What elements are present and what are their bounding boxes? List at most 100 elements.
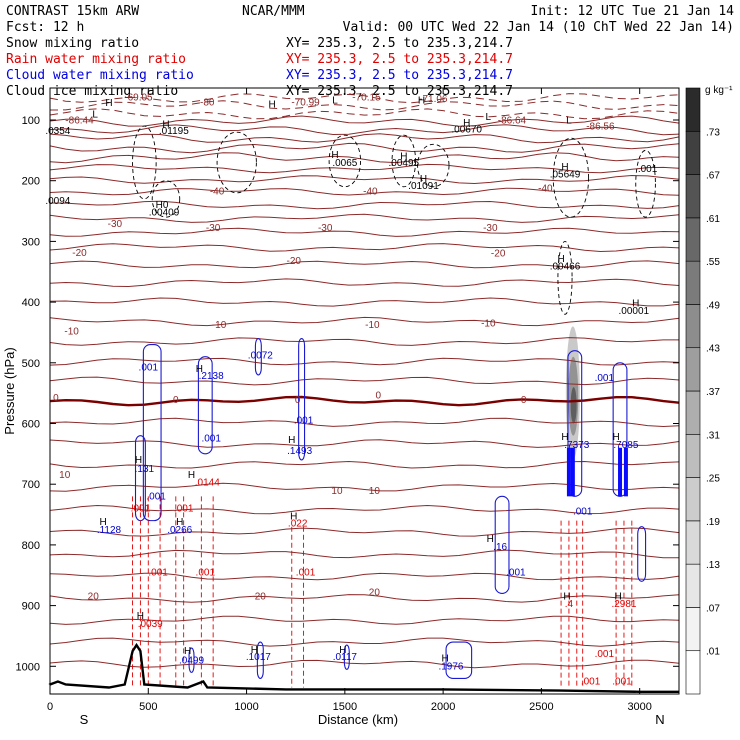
- colorbar: .01 .07 .13 .19 .25 .31 .37 .43 .49 .55 .61 .67 .73: [685, 87, 720, 695]
- colorbar-swatch: [685, 87, 701, 132]
- mixing-ratio-shade: [570, 387, 577, 424]
- cloud-water-contour: [494, 495, 510, 595]
- isotherm-label: 20: [369, 587, 381, 598]
- extremum-marker: H: [188, 470, 195, 481]
- colorbar-level: .37: [706, 387, 720, 398]
- forecast-hour: Fcst: 12 h: [6, 20, 84, 35]
- colorbar-level: .43: [706, 344, 720, 355]
- cloud-water-contour: [142, 344, 162, 522]
- south-label: S: [80, 712, 89, 727]
- isotherm-label: -20: [287, 256, 302, 267]
- terrain-line: [48, 642, 679, 693]
- isotherm-label: 10: [369, 486, 381, 497]
- cloud-ice-contour: [557, 240, 573, 315]
- isotherm-line: [49, 594, 680, 603]
- cloud-water-contour: [188, 647, 195, 673]
- y-axis-title: Pressure (hPa): [2, 347, 17, 434]
- cloud-water-label: .0499: [179, 655, 204, 666]
- rain-label: .4: [565, 599, 574, 610]
- isotherm-line: [49, 243, 680, 253]
- colorbar-level: .01: [706, 647, 720, 658]
- isotherm-line: [49, 659, 680, 669]
- rain-label: .022: [288, 519, 308, 530]
- isotherm-line: [49, 504, 680, 515]
- rain-label: .001: [196, 567, 216, 578]
- isotherm-line: [49, 163, 680, 174]
- isotherm-line: [49, 439, 680, 448]
- extremum-marker: H: [614, 592, 621, 603]
- cloud-water-label: .001: [146, 491, 166, 502]
- cloud-water-contour: [637, 526, 647, 582]
- extremum-marker: H: [105, 98, 112, 109]
- field-snow: Snow mixing ratio: [6, 36, 139, 51]
- cloud-ice-label: .01195: [159, 126, 189, 137]
- isotherm-label: -40: [210, 187, 225, 198]
- colorbar-level: .25: [706, 474, 720, 485]
- extremum-marker: H: [418, 96, 425, 107]
- cloud-water-contour: [256, 641, 264, 679]
- colorbar-swatch: [685, 304, 701, 349]
- extremum-marker: H: [196, 364, 203, 375]
- isotherm-label: -10: [481, 318, 496, 329]
- cloud-ice-contour: [635, 149, 656, 218]
- extremum-marker: H: [288, 435, 295, 446]
- isotherm-label: 0: [521, 395, 527, 406]
- extremum-marker: H: [290, 511, 297, 522]
- isotherm-label: -20: [72, 248, 87, 259]
- cloud-water-label: .0266: [167, 525, 192, 536]
- rain-label: .001: [581, 677, 601, 688]
- extremum-marker: H: [463, 118, 470, 129]
- cloud-water-core: [566, 447, 571, 497]
- field-rain: Rain water mixing ratio: [6, 52, 186, 67]
- isotherm-line: [49, 152, 680, 164]
- isotherm-label: -30: [108, 219, 123, 230]
- isotherm-label: -30: [318, 223, 333, 234]
- cloud-water-contour: [343, 644, 350, 670]
- extremum-marker: H: [561, 162, 568, 173]
- cloud-ice-label: .00466: [550, 261, 581, 272]
- cloud-ice-label: .00409: [149, 207, 180, 218]
- colorbar-level: .13: [706, 560, 720, 571]
- x-axis-title: Distance (km): [318, 712, 398, 727]
- isotherm-label: 20: [255, 592, 267, 603]
- colorbar-swatch: [685, 433, 701, 478]
- rain-label: .2981: [611, 599, 636, 610]
- contour-labels: -86.44 -69.05 -80 -70.99 -70.15 -71.06 -86.64 -…: [45, 93, 657, 688]
- x-tick-label: 500: [139, 701, 157, 713]
- cloud-water-label: .7373: [564, 440, 589, 451]
- colorbar-level: .49: [706, 300, 720, 311]
- isotherm-line: [49, 93, 680, 104]
- x-tick-label: 1000: [234, 701, 258, 713]
- extremum-marker: H: [557, 254, 564, 265]
- extremum-marker: H: [561, 432, 568, 443]
- extremum-marker: H: [563, 592, 570, 603]
- extremum-marker: H: [441, 653, 448, 664]
- isotherm-label: -70.15: [352, 93, 381, 104]
- isotherm-line: [49, 108, 680, 120]
- shading-layer: [565, 326, 580, 460]
- colorbar-swatch: [685, 347, 701, 392]
- isotherm-line: [49, 213, 680, 223]
- extremum-marker: L: [486, 112, 492, 123]
- isotherm-label: 0: [295, 395, 301, 406]
- extremum-marker: H: [487, 534, 494, 545]
- x-tick-label: 2000: [431, 701, 455, 713]
- cloud-water-label: .0117: [333, 652, 358, 663]
- extremum-marker: H: [339, 645, 346, 656]
- rain-label: .001: [174, 504, 194, 515]
- y-tick-label: 100: [22, 115, 40, 127]
- isotherm-label: -71.06: [419, 94, 448, 105]
- x-tick-label: 3000: [627, 701, 651, 713]
- y-tick-label: 200: [22, 176, 40, 188]
- extremum-marker: H: [176, 517, 183, 528]
- colorbar-swatch: [685, 607, 701, 652]
- x-tick-label: 1500: [333, 701, 357, 713]
- colorbar-unit: g kg⁻¹: [705, 85, 733, 96]
- isotherm-label: -80: [200, 97, 215, 108]
- cloud-water-label: .1976: [438, 661, 463, 672]
- model-title: CONTRAST 15km ARW: [6, 4, 139, 19]
- init-time: Init: 12 UTC Tue 21 Jan 14: [531, 4, 735, 19]
- isotherm-label: -10: [365, 320, 380, 331]
- cloud-water-contour: [298, 337, 306, 461]
